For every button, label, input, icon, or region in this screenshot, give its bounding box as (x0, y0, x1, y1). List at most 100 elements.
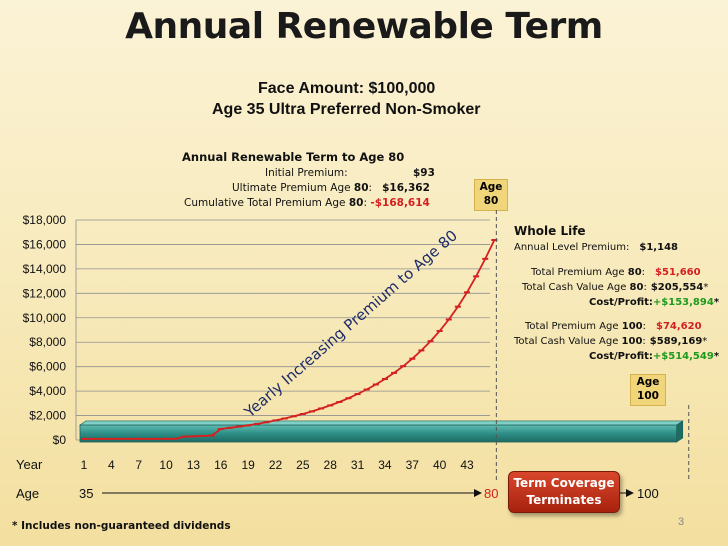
wl-tcv80-star: * (703, 282, 709, 293)
art-initial-value: $93 (413, 167, 435, 179)
y-tick-label: $4,000 (29, 384, 66, 398)
wl-annual-label: Annual Level Premium: (514, 242, 630, 253)
age-axis-arrow-100 (626, 489, 634, 497)
term-premium-line (84, 239, 496, 440)
art-cum-age: 80 (348, 197, 364, 209)
age-100-label: 100 (637, 486, 659, 501)
x-tick-label: 16 (214, 458, 228, 472)
whole-life-bar-top (79, 420, 684, 426)
wl-tcv100-age: 100 (621, 336, 643, 347)
x-tick-label: 37 (406, 458, 420, 472)
wl-cp80-line: Cost/Profit:+$153,894* (589, 297, 719, 308)
x-tick-label: 1 (81, 458, 88, 472)
wl-cp100-label: Cost/Profit (589, 351, 649, 362)
y-tick-label: $16,000 (23, 237, 67, 251)
y-tick-label: $14,000 (23, 262, 67, 276)
y-tick-label: $6,000 (29, 360, 66, 374)
term-coverage-terminates-button[interactable]: Term Coverage Terminates (508, 471, 620, 513)
wl-tp100-value: $74,620 (655, 321, 702, 332)
art-ultimate-value: $16,362 (382, 182, 430, 194)
wl-tp100-line: Total Premium Age 100: $74,620 (525, 321, 702, 332)
wl-tcv80-value: $205,554 (650, 282, 704, 293)
art-cumulative-line: Cumulative Total Premium Age 80: -$168,6… (184, 197, 430, 209)
age-label: Age (16, 486, 40, 501)
y-tick-label: $8,000 (29, 335, 66, 349)
x-tick-label: 43 (460, 458, 474, 472)
x-tick-label: 10 (159, 458, 173, 472)
x-ticks: 1 4 7 10 13 16 19 22 25 28 31 34 37 40 43 (81, 458, 474, 472)
x-tick-label: 7 (135, 458, 142, 472)
wl-annual-value: $1,148 (639, 242, 678, 253)
x-tick-label: 25 (296, 458, 310, 472)
art-cum-value: -$168,614 (370, 197, 430, 209)
art-ultimate-colon: : (368, 182, 373, 194)
wl-tcv100-line: Total Cash Value Age 100: $589,169* (514, 336, 707, 347)
y-tick-label: $10,000 (23, 311, 67, 325)
wl-annual-line: Annual Level Premium: $1,148 (514, 242, 678, 253)
wl-tcv80-label: Total Cash Value Age (522, 282, 630, 293)
age-start: 35 (79, 486, 94, 501)
term-premium-markers (81, 239, 498, 440)
age-100-badge-line1: Age (636, 376, 660, 388)
x-tick-label: 22 (269, 458, 283, 472)
wl-tp80-value: $51,660 (655, 267, 701, 278)
wl-tcv100-star: * (702, 336, 708, 347)
age-80-label: 80 (484, 486, 499, 501)
y-tick-label: $18,000 (23, 213, 67, 227)
term-button-line1: Term Coverage (513, 476, 615, 490)
age-100-badge: Age 100 (630, 374, 666, 406)
art-cum-label: Cumulative Total Premium Age (184, 197, 349, 209)
art-ultimate-age: 80 (353, 182, 369, 194)
x-tick-label: 40 (433, 458, 447, 472)
x-tick-label: 19 (241, 458, 255, 472)
wl-tp80-colon: : (641, 267, 646, 278)
art-cum-colon: : (363, 197, 371, 209)
age-80-badge-line1: Age (479, 181, 503, 193)
year-label: Year (16, 457, 43, 472)
wl-cp80-star: * (713, 297, 720, 308)
art-initial-label: Initial Premium: (265, 167, 348, 179)
curve-label: Yearly Increasing Premium to Age 80 (240, 226, 461, 421)
wl-tp100-colon: : (642, 321, 646, 332)
wl-tcv80-age: 80 (629, 282, 644, 293)
art-ultimate-line: Ultimate Premium Age 80: $16,362 (232, 182, 430, 194)
wl-tp80-line: Total Premium Age 80: $51,660 (531, 267, 701, 278)
whole-life-bar-cap (676, 420, 684, 443)
y-tick-label: $12,000 (23, 286, 67, 300)
x-tick-label: 13 (187, 458, 201, 472)
wl-cp100-line: Cost/Profit:+$514,549* (589, 351, 719, 362)
art-heading: Annual Renewable Term to Age 80 (182, 150, 405, 164)
x-tick-label: 4 (108, 458, 115, 472)
wl-tp80-label: Total Premium Age (531, 267, 628, 278)
age-axis-arrow-80 (474, 489, 482, 497)
wl-tcv80-line: Total Cash Value Age 80: $205,554* (522, 282, 708, 293)
y-tick-label: $2,000 (29, 409, 66, 423)
wl-tp80-age: 80 (627, 267, 642, 278)
wl-tcv100-colon: : (642, 336, 646, 347)
page-number: 3 (678, 516, 685, 528)
footnote: * Includes non-guaranteed dividends (12, 520, 231, 532)
y-tick-label: $0 (53, 433, 67, 447)
whole-life-heading: Whole Life (514, 224, 586, 238)
wl-cp100-colon: : (648, 351, 653, 362)
y-ticks: $18,000 $16,000 $14,000 $12,000 $10,000 $8,00… (23, 213, 67, 447)
wl-tp100-label: Total Premium Age (525, 321, 622, 332)
wl-tcv80-colon: : (643, 282, 647, 293)
wl-cp80-label: Cost/Profit (589, 297, 649, 308)
wl-tp100-age: 100 (621, 321, 643, 332)
age-80-badge-line2: 80 (483, 195, 499, 207)
wl-cp80-colon: : (648, 297, 653, 308)
insured-subtitle: Age 35 Ultra Preferred Non-Smoker (212, 101, 481, 118)
face-amount-subtitle: Face Amount: $100,000 (258, 80, 436, 97)
x-tick-label: 34 (378, 458, 392, 472)
wl-cp80-value: +$153,894 (652, 297, 714, 308)
wl-tcv100-label: Total Cash Value Age (514, 336, 622, 347)
art-ultimate-label: Ultimate Premium Age (232, 182, 354, 194)
x-tick-label: 31 (351, 458, 365, 472)
term-button-line2: Terminates (526, 493, 602, 507)
wl-cp100-star: * (713, 351, 720, 362)
x-tick-label: 28 (324, 458, 338, 472)
wl-cp100-value: +$514,549 (652, 351, 714, 362)
wl-tcv100-value: $589,169 (649, 336, 703, 347)
